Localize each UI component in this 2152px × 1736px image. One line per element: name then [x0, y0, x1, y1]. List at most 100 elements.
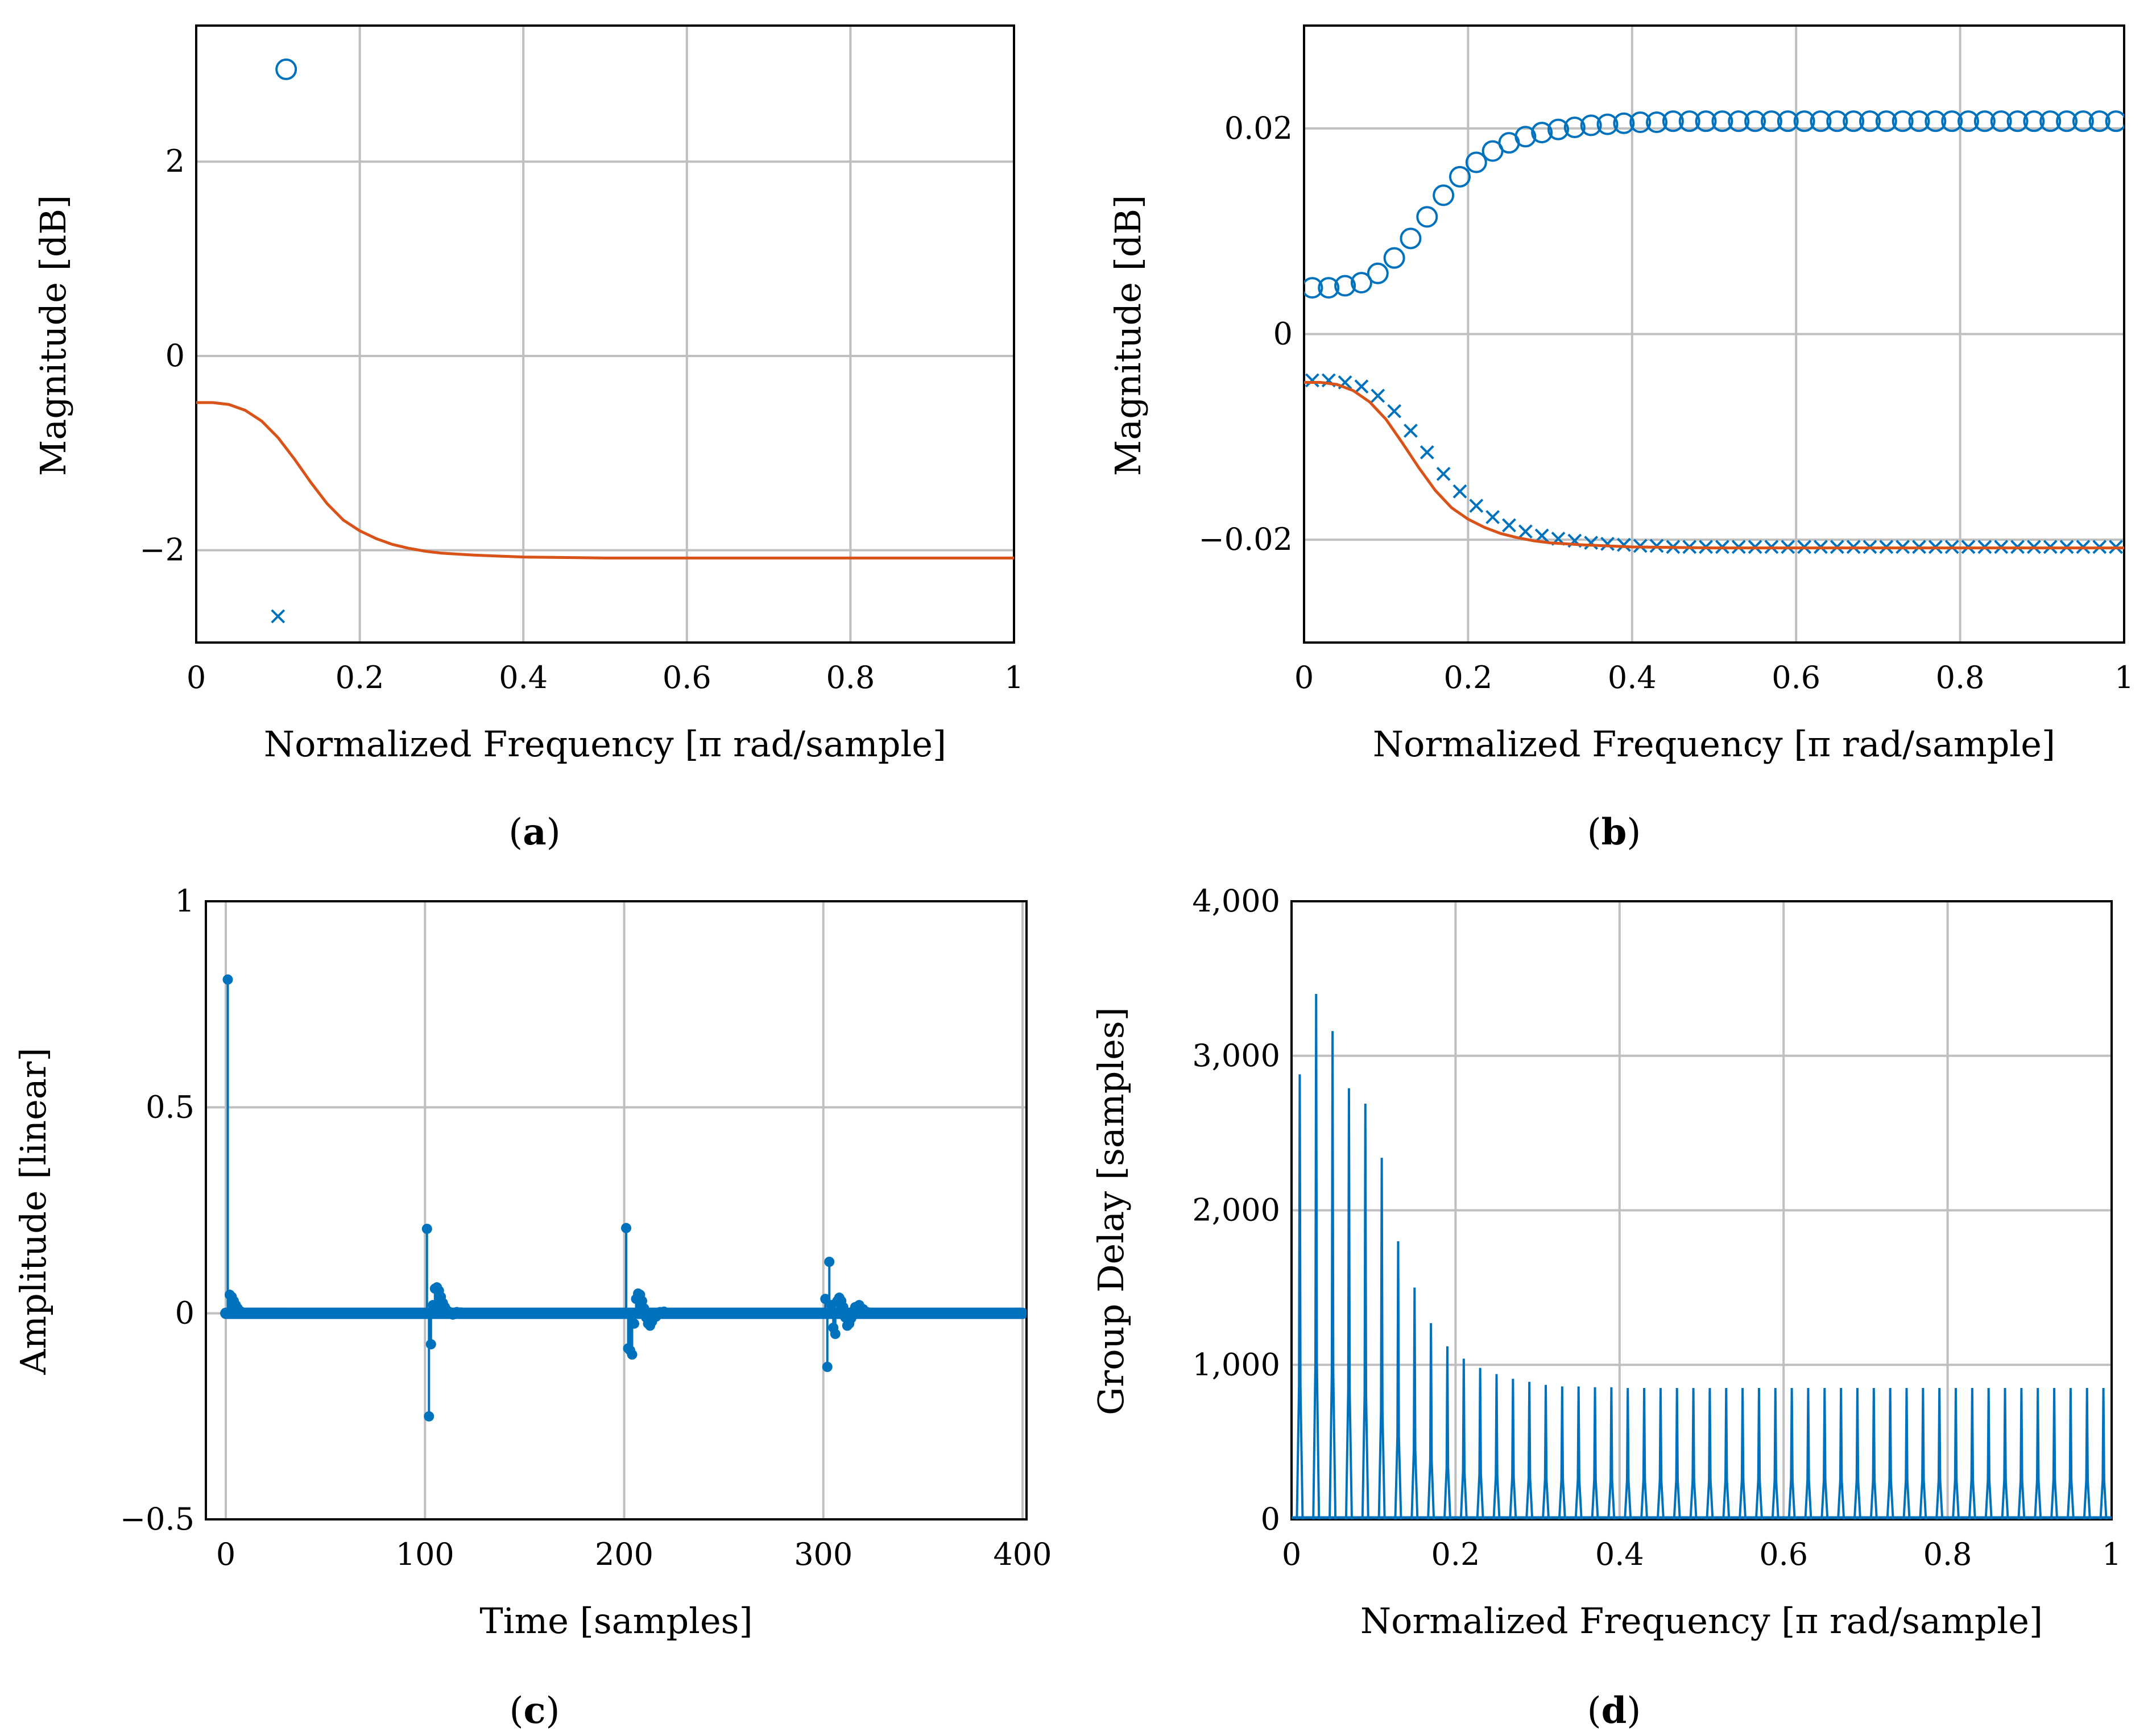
- circle-marker: [1711, 110, 1733, 132]
- group-delay-spike: [1525, 1382, 1534, 1519]
- circle-marker: [1760, 110, 1782, 132]
- x-tick-label: 0.8: [1936, 660, 1985, 695]
- x-tick-label: 0.4: [499, 660, 548, 695]
- circle-marker: [1843, 110, 1865, 132]
- group-delay-spike: [1804, 1387, 1812, 1519]
- chart-panel-d: 0 0.2 0.4 0.6 0.8 1 0 1,000 2,000 3,000 4,000 Norma…: [1090, 883, 2121, 1642]
- group-delay-spike: [1902, 1387, 1911, 1519]
- circle-marker: [1304, 277, 1323, 299]
- y-tick-label: 3,000: [1192, 1038, 1280, 1074]
- circle-marker: [1514, 126, 1537, 148]
- y-tick-label: 0: [175, 1295, 194, 1331]
- circle-marker: [1531, 122, 1553, 144]
- group-delay-spike: [1673, 1387, 1681, 1519]
- circle-marker: [2023, 110, 2045, 132]
- caption-c: (c): [510, 1689, 560, 1732]
- stem-marker: [629, 1318, 640, 1329]
- cross-marker: [1354, 379, 1369, 394]
- x-tick-label: 0.2: [1431, 1536, 1480, 1572]
- y-tick-label: 0: [1273, 316, 1293, 352]
- circle-marker: [1662, 110, 1684, 132]
- group-delay-spike: [1820, 1387, 1829, 1519]
- circle-marker: [1810, 110, 1832, 132]
- x-tick-label: 400: [993, 1536, 1052, 1572]
- cross-marker: [1600, 536, 1615, 551]
- group-delay-spike: [1574, 1386, 1583, 1519]
- y-tick-label: 0.5: [146, 1089, 194, 1125]
- stem-marker: [830, 1328, 841, 1339]
- y-tick-label: 0.02: [1224, 110, 1293, 146]
- x-axis-label: Normalized Frequency [π rad/sample]: [1360, 1600, 2043, 1642]
- group-delay-spike: [1656, 1387, 1665, 1519]
- group-delay-spike: [1869, 1387, 1878, 1519]
- group-delay-spike: [1853, 1387, 1862, 1519]
- stem-marker: [421, 1224, 432, 1234]
- group-delay-spike: [1951, 1387, 1960, 1519]
- chart-panel-c: 0 100 200 300 400 −0.5 0 0.5 1 Time [samples] Ampl…: [13, 883, 1052, 1642]
- group-delay-spike: [2083, 1387, 2091, 1519]
- circle-marker: [2039, 110, 2062, 132]
- plot-frame: [195, 24, 1015, 644]
- circle-marker: [1465, 151, 1487, 173]
- circle-marker: [1383, 247, 1405, 269]
- stem-marker: [627, 1349, 638, 1360]
- cross-marker: [1371, 388, 1385, 403]
- chart-panel-a: 0 0.2 0.4 0.6 0.8 1 −2 0 2 Normalized Frequency […: [32, 24, 1024, 765]
- fit-curve: [1304, 380, 2124, 550]
- x-tick-label: 0: [1282, 1536, 1301, 1572]
- y-axis-label: Group Delay [samples]: [1090, 1007, 1132, 1415]
- cross-marker: [1584, 536, 1599, 550]
- x-tick-label: 0.6: [663, 660, 711, 695]
- caption-a: (a): [508, 811, 560, 854]
- group-delay-spike: [1476, 1368, 1484, 1519]
- group-delay-spike: [1984, 1387, 1993, 1519]
- circle-marker: [1859, 110, 1881, 132]
- x-tick-label: 0.8: [826, 660, 875, 695]
- cross-marker: [1452, 484, 1467, 499]
- x-tick-label: 200: [595, 1536, 653, 1572]
- y-tick-label: 4,000: [1192, 883, 1280, 919]
- cross-marker: [1518, 524, 1533, 539]
- cross-marker: [271, 609, 285, 624]
- cross-marker: [1436, 467, 1451, 481]
- circle-marker: [1629, 111, 1652, 133]
- group-delay-spike: [1312, 994, 1321, 1519]
- group-delay-spike: [2017, 1387, 2026, 1519]
- circle-marker: [1547, 118, 1570, 140]
- y-axis-label: Magnitude [dB]: [1107, 195, 1149, 476]
- circle-marker: [2056, 110, 2078, 132]
- group-delay-spike: [1541, 1385, 1550, 1519]
- plot-frame: [205, 900, 1028, 1520]
- circle-marker: [1400, 227, 1422, 250]
- group-delay-spike: [1558, 1386, 1566, 1519]
- circle-marker: [1646, 111, 1668, 133]
- y-tick-label: 2,000: [1192, 1192, 1280, 1228]
- circle-marker: [1350, 272, 1372, 294]
- circle-marker: [1744, 110, 1766, 132]
- data-layer: [1304, 110, 2124, 554]
- y-axis-label: Magnitude [dB]: [32, 195, 74, 476]
- group-delay-spike: [1377, 1158, 1386, 1519]
- group-delay-spike: [1935, 1387, 1944, 1519]
- group-delay-spike: [1492, 1374, 1501, 1519]
- x-tick-label: 1: [2114, 660, 2134, 695]
- circle-marker: [1613, 112, 1635, 134]
- circle-marker: [1826, 110, 1848, 132]
- group-delay-spike: [1754, 1387, 1763, 1519]
- cross-marker: [1485, 509, 1500, 524]
- circle-marker: [1908, 110, 1930, 132]
- data-layer: [220, 974, 1027, 1422]
- stem-marker: [621, 1223, 632, 1233]
- group-delay-spike: [1329, 1031, 1337, 1519]
- fit-curve: [196, 401, 1014, 560]
- circle-marker: [1941, 110, 1963, 132]
- group-delay-spike: [1739, 1387, 1747, 1519]
- y-tick-label: 2: [165, 143, 185, 179]
- caption-d: (d): [1587, 1689, 1641, 1732]
- chart-panel-b: 0 0.2 0.4 0.6 0.8 1 −0.02 0 0.02 Normalized Frequ…: [1107, 24, 2134, 765]
- caption-b: (b): [1587, 811, 1641, 854]
- circle-marker: [1678, 110, 1700, 132]
- y-tick-label: −0.02: [1199, 521, 1293, 557]
- plot-frame: [1290, 900, 2113, 1520]
